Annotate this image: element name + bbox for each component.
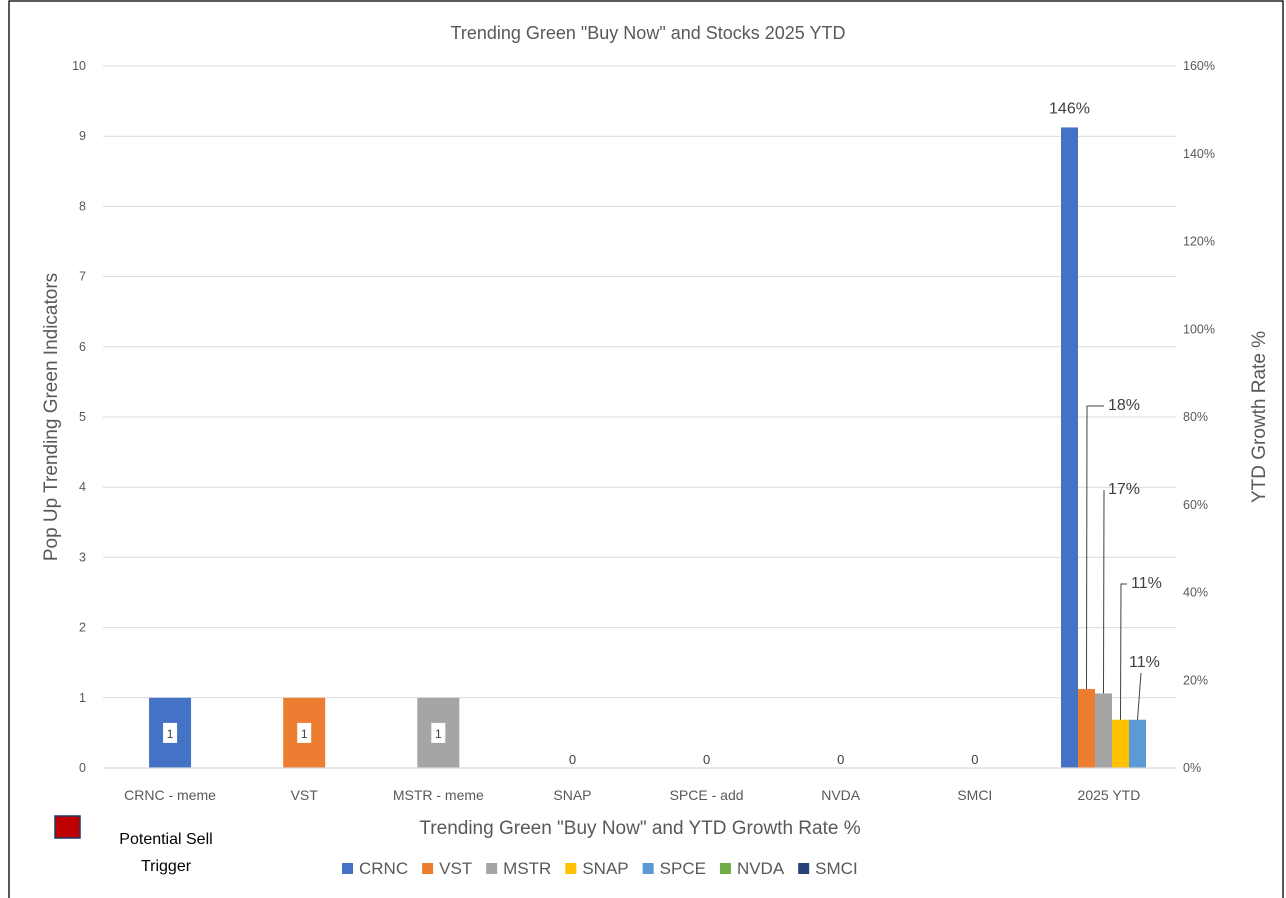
legend-entry: CRNC bbox=[359, 859, 408, 878]
legend-swatch bbox=[565, 863, 577, 874]
y2-tick-label: 80% bbox=[1183, 410, 1208, 424]
legend-swatch bbox=[422, 863, 434, 874]
sell-trigger-label-line2: Trigger bbox=[141, 858, 192, 875]
x-tick-label: VST bbox=[291, 787, 319, 803]
y2-tick-label: 20% bbox=[1183, 673, 1208, 687]
sell-trigger-note: Potential Sell Trigger bbox=[54, 815, 213, 875]
y-tick-label: 7 bbox=[79, 270, 86, 284]
axes: 0123456789100%20%40%60%80%100%120%140%16… bbox=[72, 59, 1215, 803]
chart-title: Trending Green "Buy Now" and Stocks 2025… bbox=[451, 23, 846, 43]
y2-tick-label: 60% bbox=[1183, 498, 1208, 512]
x-tick-label: SMCI bbox=[957, 787, 992, 803]
indicator-value-label: 1 bbox=[167, 727, 174, 741]
ytd-growth-bar bbox=[1112, 719, 1129, 768]
legend-swatch bbox=[486, 863, 498, 874]
sell-trigger-swatch bbox=[54, 815, 81, 839]
ytd-growth-bar bbox=[1078, 689, 1095, 768]
indicator-zero-label: 0 bbox=[837, 752, 844, 767]
x-tick-label: 2025 YTD bbox=[1078, 787, 1141, 803]
indicator-zero-label: 0 bbox=[971, 752, 978, 767]
y-tick-label: 1 bbox=[79, 691, 86, 705]
legend-entry: SNAP bbox=[582, 859, 628, 878]
legend-swatch bbox=[642, 863, 654, 874]
x-tick-label: SNAP bbox=[553, 787, 591, 803]
ytd-growth-label: 18% bbox=[1108, 397, 1140, 414]
y-tick-label: 0 bbox=[79, 761, 86, 775]
legend-entry: VST bbox=[439, 859, 472, 878]
legend: CRNC VST MSTR SNAP SPCE NVDA SMCI bbox=[342, 859, 858, 878]
y2-axis-title: YTD Growth Rate % bbox=[1249, 331, 1270, 503]
label-leader-line bbox=[1086, 405, 1104, 690]
ytd-growth-label: 146% bbox=[1049, 100, 1090, 117]
x-axis-title: Trending Green "Buy Now" and YTD Growth … bbox=[419, 818, 860, 839]
y-tick-label: 9 bbox=[79, 129, 86, 143]
label-leader-line bbox=[1120, 583, 1127, 720]
legend-entry: NVDA bbox=[737, 859, 785, 878]
x-tick-label: SPCE - add bbox=[670, 787, 744, 803]
sell-trigger-label-line1: Potential Sell bbox=[119, 831, 212, 848]
y2-tick-label: 160% bbox=[1183, 59, 1215, 73]
y-axis-title: Pop Up Trending Green Indicators bbox=[41, 273, 62, 561]
data-labels: 1 1 1 0 0 0 0 146% 18% 17% 11% 11% bbox=[163, 100, 1162, 767]
y2-tick-label: 100% bbox=[1183, 322, 1215, 336]
indicator-value-label: 1 bbox=[301, 727, 308, 741]
x-tick-label: NVDA bbox=[821, 787, 861, 803]
x-tick-label: CRNC - meme bbox=[124, 787, 216, 803]
label-leader-line bbox=[1103, 489, 1105, 694]
y-tick-label: 6 bbox=[79, 340, 86, 354]
y-tick-label: 5 bbox=[79, 410, 86, 424]
y-tick-label: 3 bbox=[79, 550, 86, 564]
legend-entry: SMCI bbox=[815, 859, 858, 878]
bar-label-box bbox=[297, 722, 312, 743]
ytd-growth-bar bbox=[1129, 719, 1146, 768]
label-leader-line bbox=[1137, 672, 1142, 720]
legend-swatch bbox=[798, 863, 810, 874]
legend-entry: MSTR bbox=[503, 859, 551, 878]
ytd-growth-label: 11% bbox=[1129, 654, 1160, 671]
legend-swatch bbox=[342, 863, 353, 874]
y-tick-label: 2 bbox=[79, 621, 86, 635]
ytd-growth-label: 17% bbox=[1108, 481, 1140, 498]
y2-tick-label: 120% bbox=[1183, 235, 1215, 249]
bar-label-box bbox=[431, 722, 446, 743]
ytd-growth-bar bbox=[1095, 693, 1112, 768]
legend-entry: SPCE bbox=[660, 859, 706, 878]
indicator-zero-label: 0 bbox=[703, 752, 710, 767]
ytd-growth-label: 11% bbox=[1131, 575, 1162, 592]
y2-tick-label: 0% bbox=[1183, 761, 1201, 775]
x-tick-label: MSTR - meme bbox=[393, 787, 484, 803]
y-tick-label: 4 bbox=[79, 480, 86, 494]
y-tick-label: 8 bbox=[79, 199, 86, 213]
y-tick-label: 10 bbox=[72, 59, 86, 73]
y2-tick-label: 40% bbox=[1183, 586, 1208, 600]
bars bbox=[149, 127, 1146, 769]
legend-swatch bbox=[719, 863, 731, 874]
ytd-growth-bar bbox=[1061, 127, 1078, 769]
indicator-value-label: 1 bbox=[435, 727, 442, 741]
indicator-zero-label: 0 bbox=[569, 752, 576, 767]
y2-tick-label: 140% bbox=[1183, 147, 1215, 161]
bar-label-box bbox=[163, 722, 178, 743]
